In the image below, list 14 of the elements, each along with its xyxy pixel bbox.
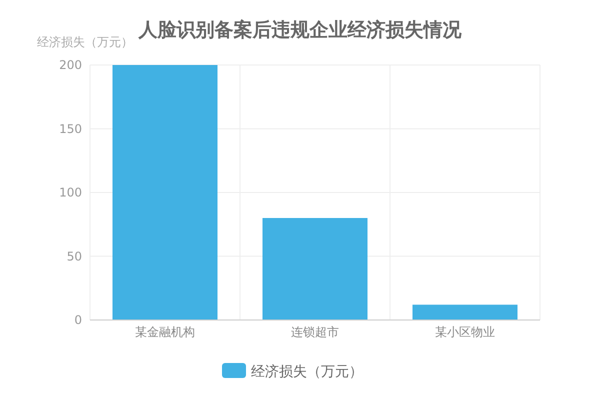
x-tick-label: 连锁超市 bbox=[291, 325, 339, 339]
y-tick-label: 200 bbox=[59, 58, 82, 72]
x-tick-label: 某金融机构 bbox=[135, 325, 195, 339]
y-axis-title: 经济损失（万元） bbox=[37, 35, 133, 49]
y-tick-label: 50 bbox=[66, 249, 82, 264]
bar bbox=[262, 218, 368, 320]
bar bbox=[412, 304, 518, 320]
bar bbox=[112, 65, 218, 320]
y-tick-label: 0 bbox=[74, 313, 82, 327]
legend-label: 经济损失（万元） bbox=[251, 364, 363, 380]
x-tick-label: 某小区物业 bbox=[435, 325, 495, 339]
y-tick-label: 100 bbox=[59, 186, 82, 200]
y-tick-label: 150 bbox=[59, 122, 82, 136]
chart-title: 人脸识别备案后违规企业经济损失情况 bbox=[138, 19, 462, 41]
